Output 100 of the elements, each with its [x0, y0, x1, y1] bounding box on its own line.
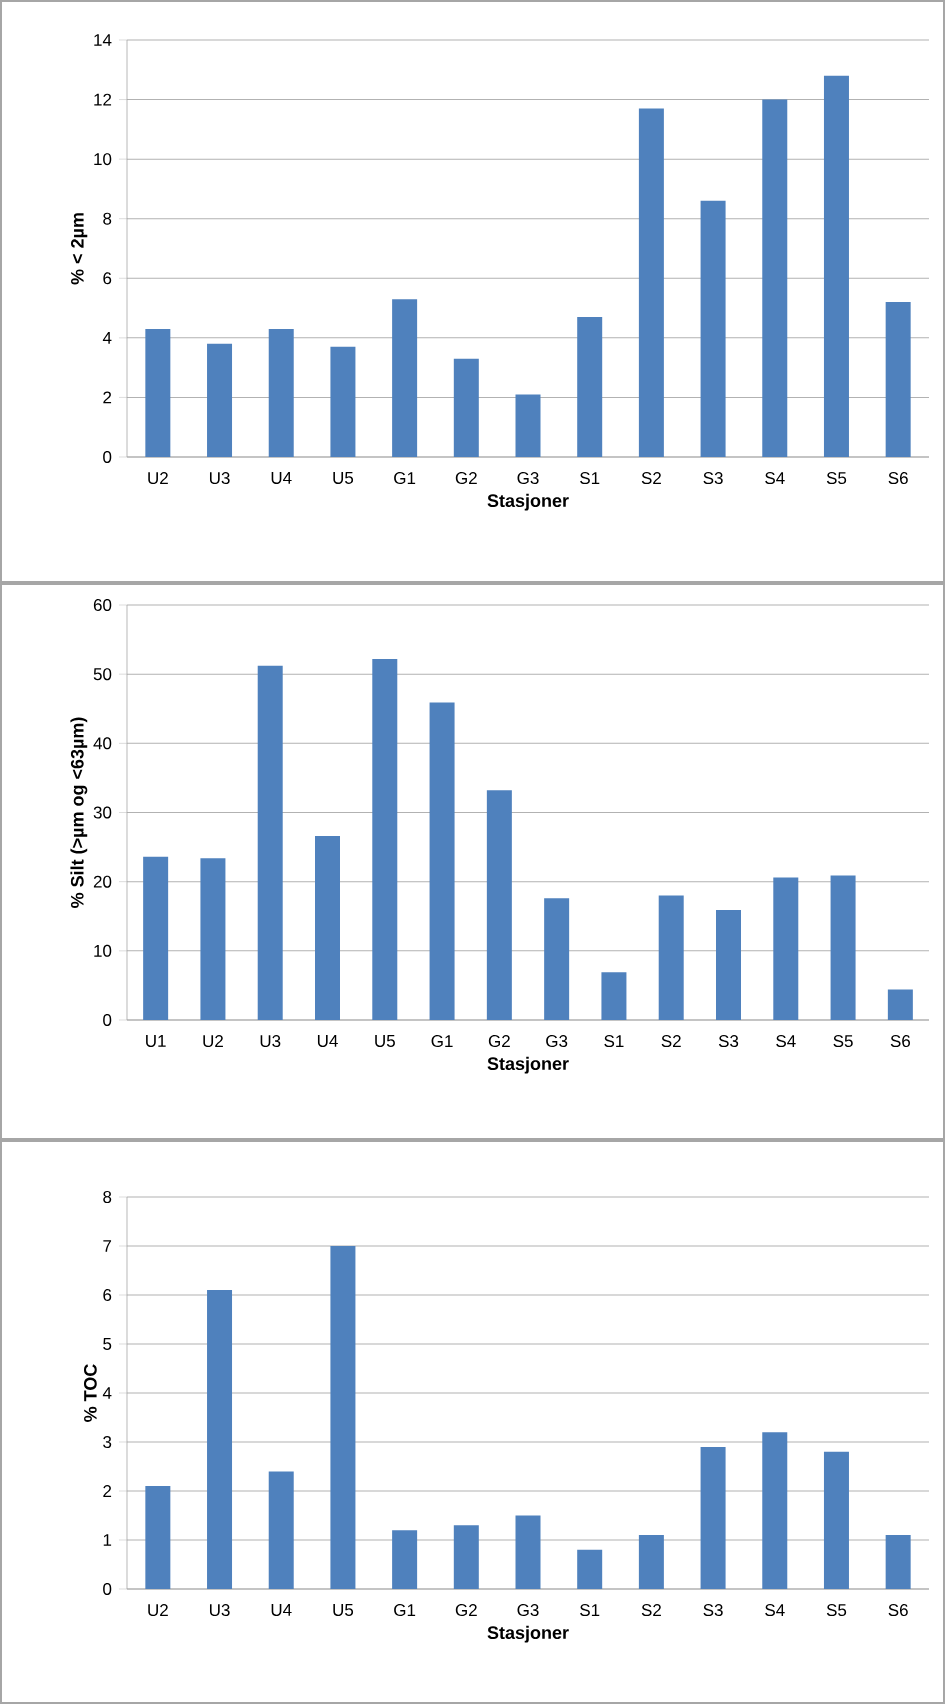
x-tick-label: U5 — [333, 472, 354, 484]
x-tick-label: U2 — [148, 472, 168, 485]
x-tick-label: S5 — [826, 472, 847, 485]
x-tick-label: U3 — [209, 472, 230, 485]
y-tick-label: 4 — [102, 1387, 112, 1399]
x-tick-label: G2 — [455, 1604, 477, 1617]
bar — [315, 836, 340, 1020]
bar — [486, 790, 512, 1020]
y-tick-label: 1 — [103, 1534, 112, 1546]
y-tick-label: 10 — [94, 944, 112, 957]
bar — [330, 1246, 356, 1589]
x-tick-label: S6 — [888, 1604, 908, 1617]
bar — [577, 1549, 603, 1589]
x-tick-label: G2 — [488, 1035, 510, 1048]
bar — [700, 1446, 726, 1589]
y-tick-label: 8 — [103, 212, 112, 225]
y-axis-title: % TOC — [83, 1364, 97, 1422]
y-axis-title: % < 2µm — [70, 213, 88, 285]
x-tick-label: S4 — [765, 1604, 785, 1617]
x-tick-label: U3 — [209, 1604, 230, 1617]
x-tick-label: S1 — [604, 1035, 624, 1048]
bar — [207, 1290, 233, 1589]
x-tick-label: S5 — [826, 1604, 847, 1617]
x-axis-title: Stasjoner — [487, 493, 569, 511]
bar — [885, 1535, 911, 1589]
y-tick-label: 14 — [94, 34, 112, 46]
bar — [544, 898, 570, 1020]
y-tick-label: 12 — [94, 93, 112, 106]
y-tick-label: 7 — [103, 1240, 112, 1252]
x-tick-label: G1 — [431, 1035, 453, 1048]
x-tick-label: S2 — [661, 1035, 681, 1048]
x-tick-label: S6 — [888, 472, 908, 485]
x-tick-label: S2 — [641, 472, 661, 485]
y-tick-label: 5 — [103, 1338, 112, 1350]
x-tick-label: U4 — [317, 1035, 338, 1047]
bar — [700, 200, 726, 457]
bar — [887, 989, 913, 1020]
y-tick-label: 0 — [103, 1582, 112, 1596]
bar — [257, 665, 283, 1020]
bar — [577, 317, 603, 457]
bar — [638, 1535, 664, 1589]
y-tick-label: 30 — [93, 806, 112, 819]
y-tick-label: 10 — [94, 153, 112, 166]
bar — [392, 1530, 418, 1589]
bar — [200, 858, 226, 1020]
bar — [773, 877, 799, 1020]
x-tick-label: S3 — [718, 1035, 739, 1048]
bar — [145, 328, 171, 457]
bar — [453, 1525, 479, 1589]
x-tick-label: G3 — [517, 1604, 539, 1617]
x-tick-label: S1 — [580, 472, 600, 485]
bar — [638, 108, 664, 457]
x-tick-label: G1 — [394, 472, 416, 485]
bar — [372, 658, 398, 1020]
y-tick-label: 20 — [93, 875, 112, 888]
bar — [515, 394, 541, 457]
bar — [429, 702, 455, 1020]
y-tick-label: 2 — [103, 391, 112, 404]
bar — [145, 1486, 171, 1589]
bar — [658, 895, 684, 1020]
y-tick-label: 6 — [103, 1289, 112, 1302]
x-tick-label: S4 — [776, 1035, 796, 1048]
bar — [823, 1451, 849, 1589]
y-tick-label: 2 — [103, 1485, 112, 1497]
y-tick-label: 50 — [93, 668, 112, 681]
y-tick-label: 8 — [103, 1191, 112, 1204]
y-tick-label: 0 — [103, 450, 112, 463]
x-tick-label: U5 — [375, 1035, 395, 1047]
x-tick-label: U3 — [260, 1035, 281, 1048]
x-tick-label: S4 — [765, 472, 785, 485]
x-axis-title: Stasjoner — [487, 1625, 569, 1643]
bar — [762, 1432, 788, 1589]
bar — [207, 343, 233, 457]
x-tick-label: G1 — [394, 1604, 416, 1617]
bar — [823, 75, 849, 457]
x-tick-label: S5 — [833, 1035, 853, 1048]
bar — [716, 910, 741, 1020]
x-tick-label: S1 — [580, 1604, 600, 1617]
x-tick-label: S2 — [641, 1604, 661, 1617]
x-tick-label: S6 — [890, 1035, 911, 1048]
y-tick-label: 60 — [93, 599, 112, 612]
x-tick-label: G2 — [455, 472, 477, 485]
bar — [830, 875, 856, 1020]
y-tick-label: 4 — [102, 331, 112, 344]
x-tick-label: U2 — [203, 1035, 223, 1048]
bar — [143, 856, 169, 1020]
bar — [601, 972, 627, 1020]
x-tick-label: U4 — [271, 1604, 292, 1616]
y-tick-label: 0 — [103, 1013, 112, 1026]
x-tick-label: U4 — [271, 472, 292, 484]
x-tick-label: U2 — [148, 1604, 168, 1617]
x-tick-label: G3 — [517, 472, 539, 485]
bar — [453, 358, 479, 457]
y-tick-label: 6 — [103, 272, 112, 285]
x-tick-label: U5 — [333, 1604, 354, 1616]
y-tick-label: 3 — [103, 1435, 112, 1449]
x-tick-label: S3 — [703, 472, 723, 485]
bar — [885, 302, 911, 457]
bar — [268, 1471, 294, 1589]
bar — [268, 328, 294, 457]
